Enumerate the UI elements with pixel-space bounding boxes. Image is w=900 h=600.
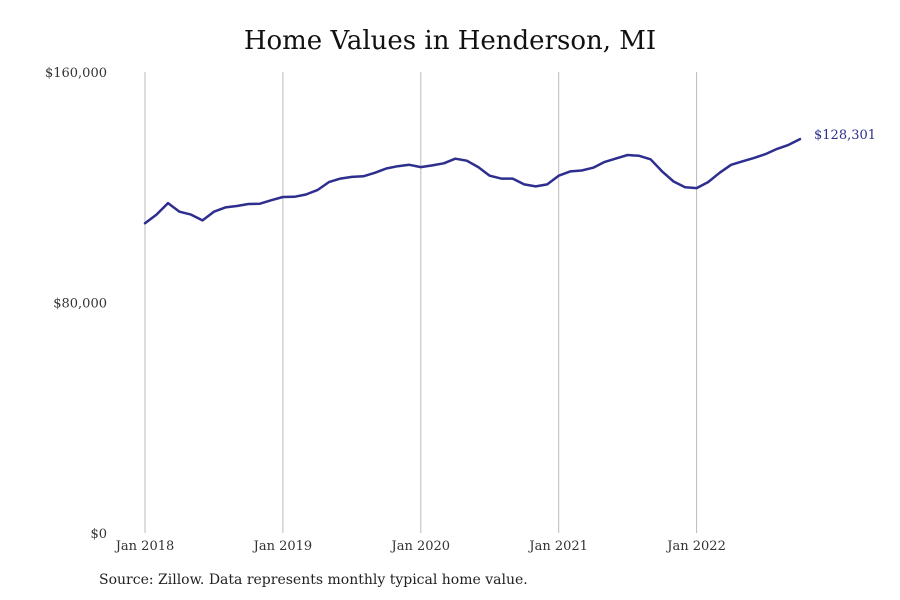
x-axis-ticks: Jan 2018 Jan 2019 Jan 2020 Jan 2021 Jan 2022 — [114, 539, 726, 554]
x-tick-label: Jan 2021 — [527, 539, 588, 554]
y-tick-label: $160,000 — [45, 66, 107, 81]
source-note: Source: Zillow. Data represents monthly … — [99, 572, 528, 588]
x-tick-label: Jan 2019 — [252, 539, 313, 554]
series-group: $128,301 — [143, 128, 876, 225]
x-tick-label: Jan 2022 — [665, 539, 726, 554]
end-value-label: $128,301 — [814, 128, 876, 143]
y-tick-label: $80,000 — [53, 297, 107, 312]
y-tick-label: $0 — [90, 527, 107, 542]
series-line — [143, 137, 802, 225]
y-axis-ticks: $0 $80,000 $160,000 — [45, 66, 107, 542]
chart-title: Home Values in Henderson, MI — [243, 26, 657, 56]
x-tick-label: Jan 2020 — [390, 539, 451, 554]
x-tick-label: Jan 2018 — [114, 539, 175, 554]
gridlines — [144, 72, 698, 533]
